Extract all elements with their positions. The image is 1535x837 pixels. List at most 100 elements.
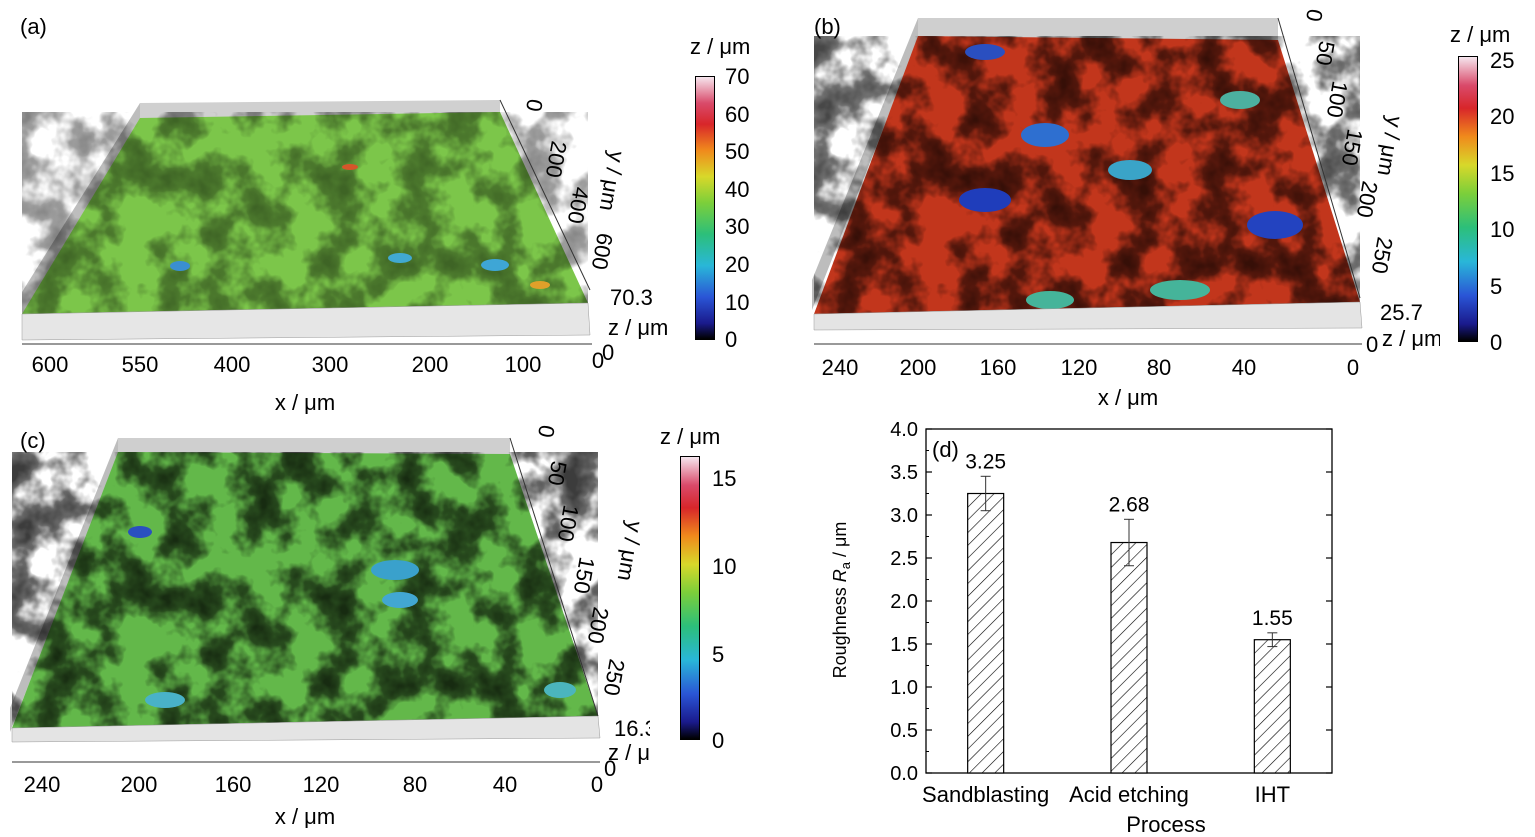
panel-c: (c) 240 200 160 120 80 40 0 x / μm 0 50 …	[0, 420, 800, 837]
x-category-label: Sandblasting	[922, 782, 1049, 807]
z-axis-label: z / μm	[608, 315, 668, 340]
colorbar-ticks: 70 60 50 40 30 20 10 0	[725, 64, 765, 354]
colorbar-title: z / μm	[660, 424, 721, 449]
roughness-bar-chart: (d) 0.0 0.5 1.0 1.5 2.0 2.5 3.0 3.5 4.0 3.25 Sand…	[830, 420, 1333, 837]
panel-b: (b) 240 200 160 120 80 40 0 x / μm 0 50 …	[800, 0, 1535, 420]
y-tick-label: 2.0	[890, 591, 918, 613]
colorbar-tick: 15	[712, 466, 737, 491]
colorbar-tick: 15	[1490, 161, 1515, 186]
y-tick: 250	[1367, 235, 1398, 276]
panel-label: (b)	[814, 14, 841, 39]
x-axis-label: x / μm	[275, 804, 335, 829]
z-zero: 0	[604, 756, 616, 781]
x-tick: 160	[215, 772, 252, 797]
x-axis-title: Process	[1126, 812, 1205, 837]
y-tick: 0	[1301, 7, 1328, 23]
x-tick: 100	[505, 352, 542, 377]
panel-d: (d) 0.0 0.5 1.0 1.5 2.0 2.5 3.0 3.5 4.0 3.25 Sand…	[800, 420, 1535, 837]
y-tick-label: 1.0	[890, 677, 918, 699]
colorbar-tick: 50	[725, 139, 750, 164]
x-tick: 200	[121, 772, 158, 797]
colorbar-title: z / μm	[690, 34, 751, 59]
y-tick: 400	[563, 185, 594, 226]
x-tick: 200	[412, 352, 449, 377]
bar	[967, 492, 1005, 774]
y-tick-label: 4.0	[890, 420, 918, 441]
colorbar-tick: 10	[712, 554, 737, 579]
colorbar-ticks: 25 20 15 10 5 0	[1490, 48, 1530, 355]
colorbar-a	[695, 76, 715, 340]
y-axis-label: y / μm	[1373, 114, 1408, 178]
y-tick: 0	[533, 423, 560, 439]
x-tick: 240	[822, 355, 859, 380]
y-tick: 0	[521, 97, 548, 113]
colorbar-tick: 0	[712, 728, 725, 753]
x-axis-label: x / μm	[1098, 385, 1158, 410]
y-tick: 50	[1311, 39, 1340, 67]
z-top-value: 25.7	[1380, 300, 1423, 325]
x-tick: 200	[900, 355, 937, 380]
x-tick: 0	[1347, 355, 1359, 380]
x-tick: 400	[214, 352, 251, 377]
z-top-value: 16.3	[614, 716, 650, 741]
colorbar-tick: 25	[1490, 48, 1515, 73]
bar-value-label: 1.55	[1252, 607, 1293, 630]
panel-a: (a) 600 550 400 300 200 100 0 x / μm 0 2…	[0, 0, 770, 420]
panel-label: (a)	[20, 14, 47, 39]
colorbar-ticks: 15 10 5 0	[712, 466, 752, 756]
z-zero: 0	[602, 340, 614, 365]
x-axis-label: x / μm	[275, 390, 335, 415]
z-zero: 0	[1366, 332, 1378, 357]
y-axis-label: y / μm	[613, 519, 648, 583]
colorbar-tick: 5	[712, 642, 725, 667]
y-axis-title: Roughness Ra / μm	[830, 522, 853, 679]
colorbar-c	[680, 456, 700, 740]
y-tick: 100	[1322, 79, 1353, 120]
colorbar-tick: 40	[725, 177, 750, 202]
x-tick: 550	[122, 352, 159, 377]
colorbar-tick: 5	[1490, 274, 1503, 299]
x-tick: 120	[1061, 355, 1098, 380]
y-tick: 150	[1337, 127, 1368, 168]
y-tick: 150	[569, 555, 600, 596]
colorbar-tick: 60	[725, 102, 750, 127]
panel-label: (d)	[932, 437, 959, 462]
bar	[1253, 639, 1291, 774]
y-tick-label: 0.0	[890, 763, 918, 785]
colorbar-tick: 70	[725, 64, 750, 89]
y-tick: 100	[553, 503, 584, 544]
x-category-label: Acid etching	[1069, 782, 1189, 807]
y-tick: 200	[583, 605, 614, 646]
surface-plot-c: 240 200 160 120 80 40 0 x / μm 0 50 100 …	[10, 423, 650, 829]
x-tick: 0	[592, 348, 604, 373]
colorbar-b	[1458, 56, 1478, 342]
x-tick: 80	[403, 772, 427, 797]
colorbar-title: z / μm	[1450, 22, 1511, 47]
y-tick-label: 3.0	[890, 505, 918, 527]
z-axis-label: z / μm	[1382, 326, 1440, 351]
x-tick: 600	[32, 352, 69, 377]
x-tick: 80	[1147, 355, 1171, 380]
surface-plot-b: 240 200 160 120 80 40 0 x / μm 0 50 100 …	[812, 7, 1440, 410]
y-tick: 200	[1352, 179, 1383, 220]
colorbar-tick: 0	[1490, 330, 1503, 355]
panel-label: (c)	[20, 428, 46, 453]
y-tick-label: 3.5	[890, 462, 918, 484]
surface-plot-a: 600 550 400 300 200 100 0 x / μm 0 200 4…	[21, 97, 668, 415]
y-tick: 250	[599, 657, 630, 698]
y-tick-label: 2.5	[890, 548, 918, 570]
x-tick: 120	[303, 772, 340, 797]
x-tick: 300	[312, 352, 349, 377]
bar	[1110, 541, 1148, 774]
bar-value-label: 2.68	[1109, 493, 1150, 516]
z-top-value: 70.3	[610, 285, 653, 310]
x-tick: 160	[980, 355, 1017, 380]
y-tick-label: 1.5	[890, 634, 918, 656]
colorbar-tick: 30	[725, 214, 750, 239]
y-tick: 600	[587, 231, 618, 272]
y-tick: 200	[541, 139, 572, 180]
x-tick: 40	[493, 772, 517, 797]
x-tick: 0	[591, 772, 603, 797]
y-tick: 50	[543, 459, 572, 487]
colorbar-tick: 20	[725, 252, 750, 277]
